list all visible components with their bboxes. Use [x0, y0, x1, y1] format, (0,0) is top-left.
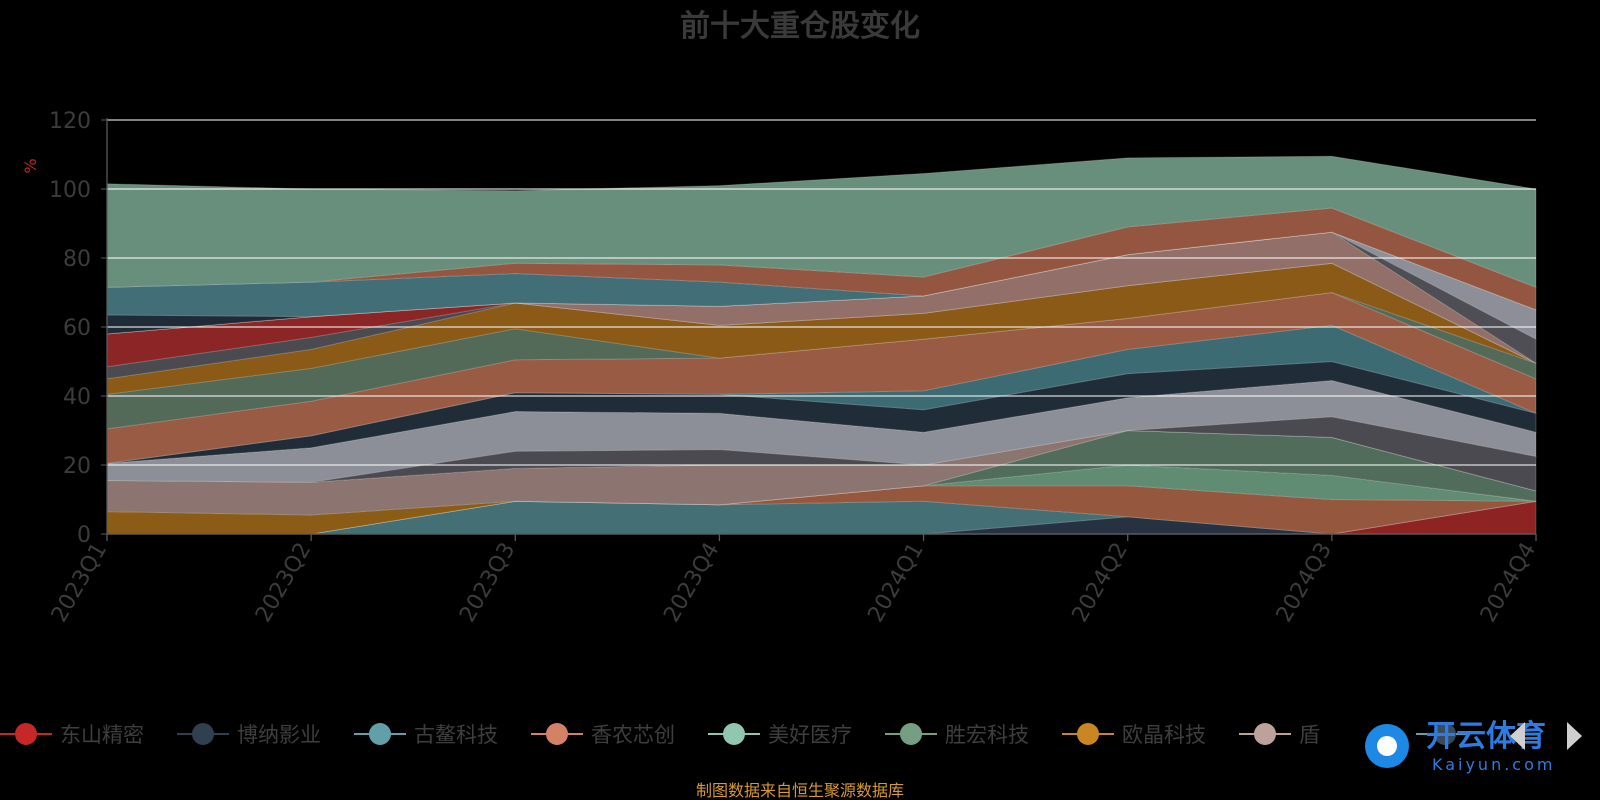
area-series-20: [106, 231, 1537, 335]
y-tick-label: 60: [63, 316, 91, 341]
area-series-9: [106, 379, 1537, 483]
chart-title: 前十大重仓股变化: [680, 9, 920, 44]
source-note: 制图数据来自恒生聚源数据库: [696, 781, 904, 800]
y-tick-label: 80: [63, 247, 91, 272]
legend-item[interactable]: 欧晶科技: [1062, 723, 1206, 747]
watermark-logo: 开云体育 Kaiyun.com: [1365, 719, 1555, 774]
x-tick-label: 2023Q2: [251, 539, 316, 627]
legend-marker: [1434, 723, 1456, 745]
legend-marker: [1254, 723, 1276, 745]
area-series-7: [106, 429, 1537, 516]
legend-marker: [1077, 723, 1099, 745]
watermark-sub: Kaiyun.com: [1432, 755, 1555, 774]
legend-label: 古鳌科技: [414, 723, 498, 747]
area-series-10: [106, 360, 1537, 464]
legend-marker: [369, 723, 391, 745]
legend-label: 盾: [1299, 723, 1320, 747]
legend-pager[interactable]: [1510, 722, 1582, 750]
y-tick-label: 20: [63, 454, 91, 479]
x-tick-label: 2024Q3: [1272, 539, 1337, 627]
soccer-ball-center: [1377, 736, 1397, 756]
x-tick-label: 2024Q4: [1476, 539, 1541, 627]
watermark-brand: 开云体育: [1426, 719, 1546, 754]
x-tick-label: 2023Q1: [47, 539, 112, 627]
x-tick-label: 2024Q1: [863, 539, 928, 627]
legend-item[interactable]: 胜宏科技: [885, 723, 1029, 747]
legend-item[interactable]: 东山精密: [0, 723, 144, 747]
legend-item[interactable]: 博纳影业: [177, 723, 321, 747]
x-tick-label: 2023Q3: [455, 539, 520, 627]
legend-marker: [900, 723, 922, 745]
legend: 东山精密 博纳影业 古鳌科技 香农芯创 美好医疗 胜宏科技 欧晶科技 盾: [0, 723, 1470, 747]
legend-marker: [723, 723, 745, 745]
legend-marker: [546, 723, 568, 745]
area-series-14: [106, 262, 1537, 395]
legend-marker: [15, 723, 37, 745]
y-tick-label: 120: [49, 109, 91, 134]
legend-label: 博纳影业: [237, 723, 321, 747]
area-series-19: [106, 231, 1537, 340]
legend-label: 东山精密: [60, 723, 144, 747]
y-tick-label: 100: [49, 178, 91, 203]
legend-prev-icon[interactable]: [1510, 722, 1525, 750]
legend-item[interactable]: 美好医疗: [708, 723, 852, 747]
area-series-5: [107, 429, 1537, 535]
area-series-16: [106, 262, 1537, 368]
legend-label: 胜宏科技: [945, 723, 1029, 747]
y-tick-label: 40: [63, 385, 91, 410]
legend-label: 欧晶科技: [1122, 723, 1206, 747]
x-tick-label: 2023Q4: [659, 539, 724, 627]
gridlines: [107, 119, 1536, 466]
y-axis-label: %: [21, 158, 40, 173]
legend-next-icon[interactable]: [1567, 722, 1582, 750]
legend-item[interactable]: 香农芯创: [531, 723, 675, 747]
legend-item[interactable]: 古鳌科技: [354, 723, 498, 747]
legend-label: 香农芯创: [591, 723, 675, 747]
legend-item[interactable]: 盾: [1239, 723, 1320, 747]
area-series-15: [106, 262, 1537, 380]
legend-item[interactable]: [1416, 723, 1470, 745]
y-tick-label: 0: [77, 523, 91, 548]
area-series-6: [106, 429, 1537, 535]
area-series-18: [106, 231, 1537, 365]
legend-label: 美好医疗: [768, 723, 852, 747]
legend-marker: [192, 723, 214, 745]
x-tick-label: 2024Q2: [1068, 539, 1133, 627]
area-series-group: [106, 155, 1537, 535]
